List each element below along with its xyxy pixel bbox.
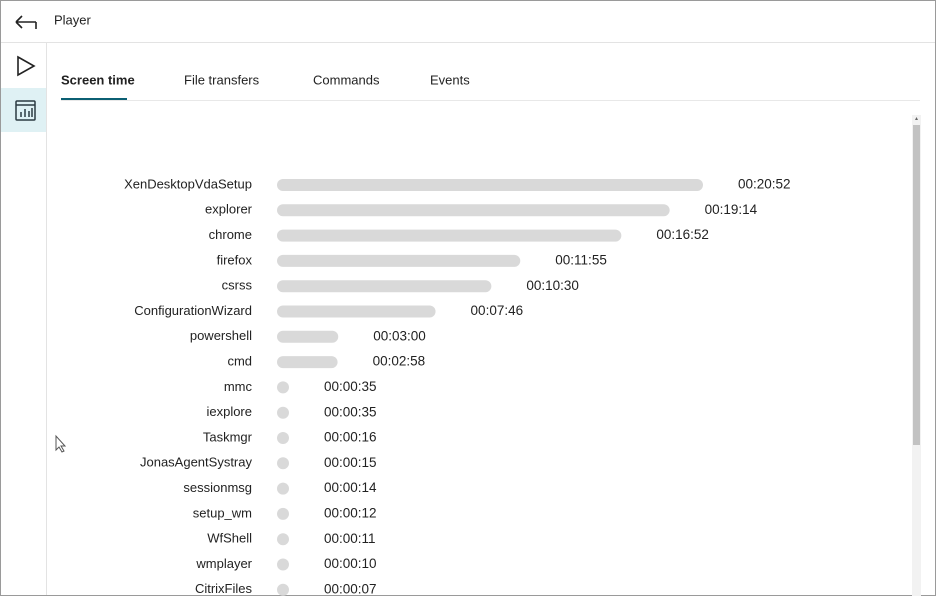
value-label: 00:00:07 (324, 581, 377, 596)
value-label: 00:19:14 (705, 202, 758, 217)
category-label: setup_wm (193, 505, 252, 520)
value-label: 00:00:12 (324, 505, 377, 520)
category-label: Taskmgr (203, 429, 253, 444)
category-label: iexplore (206, 404, 252, 419)
bar (277, 204, 670, 217)
category-label: csrss (222, 278, 253, 293)
bar (277, 432, 289, 444)
stats-icon (15, 100, 36, 121)
back-button[interactable] (15, 15, 37, 29)
value-label: 00:00:16 (324, 430, 377, 445)
value-label: 00:16:52 (656, 227, 709, 242)
bar (277, 330, 339, 343)
bar (277, 406, 289, 419)
value-label: 00:10:30 (526, 278, 579, 293)
bar (277, 280, 492, 293)
tab[interactable]: Events (430, 72, 470, 87)
bar (277, 305, 436, 318)
play-button[interactable] (17, 55, 36, 77)
value-label: 00:03:00 (373, 328, 426, 343)
value-label: 00:00:15 (324, 455, 377, 470)
bar (277, 179, 703, 191)
category-label: sessionmsg (183, 480, 252, 495)
value-label: 00:11:55 (555, 252, 607, 267)
bar (277, 558, 289, 571)
category-label: powershell (190, 328, 252, 343)
bar (277, 381, 289, 394)
stats-button-bg[interactable] (1, 88, 46, 132)
value-label: 00:20:52 (738, 177, 791, 192)
bar (277, 254, 521, 267)
category-label: JonasAgentSystray (140, 455, 253, 470)
value-label: 00:00:35 (324, 379, 377, 394)
tab[interactable]: Screen time (61, 72, 135, 87)
category-label: CitrixFiles (195, 581, 253, 596)
scrollbar-thumb[interactable] (913, 125, 920, 445)
category-label: mmc (224, 379, 253, 394)
value-label: 00:00:14 (324, 480, 377, 495)
category-label: firefox (217, 252, 253, 267)
bar (277, 457, 289, 470)
bar (277, 356, 338, 369)
active-tab-underline (61, 98, 127, 100)
bar (277, 482, 289, 495)
category-label: wmplayer (195, 556, 252, 571)
bar (277, 583, 289, 596)
tab[interactable]: Commands (313, 72, 380, 87)
value-label: 00:02:58 (373, 354, 426, 369)
category-label: ConfigurationWizard (134, 303, 252, 318)
category-label: explorer (205, 202, 253, 217)
tab[interactable]: File transfers (184, 72, 260, 87)
category-label: cmd (227, 354, 252, 369)
category-label: WfShell (207, 531, 252, 546)
value-label: 00:07:46 (471, 303, 524, 318)
bar (277, 507, 289, 520)
bar (277, 229, 622, 242)
value-label: 00:00:11 (324, 531, 376, 546)
value-label: 00:00:10 (324, 556, 377, 571)
cursor (55, 434, 67, 453)
bar (277, 533, 289, 546)
header-title: Player (54, 12, 92, 27)
category-label: chrome (209, 227, 252, 242)
value-label: 00:00:35 (324, 404, 377, 419)
category-label: XenDesktopVdaSetup (124, 176, 252, 191)
scroll-up-arrow[interactable] (915, 117, 918, 120)
